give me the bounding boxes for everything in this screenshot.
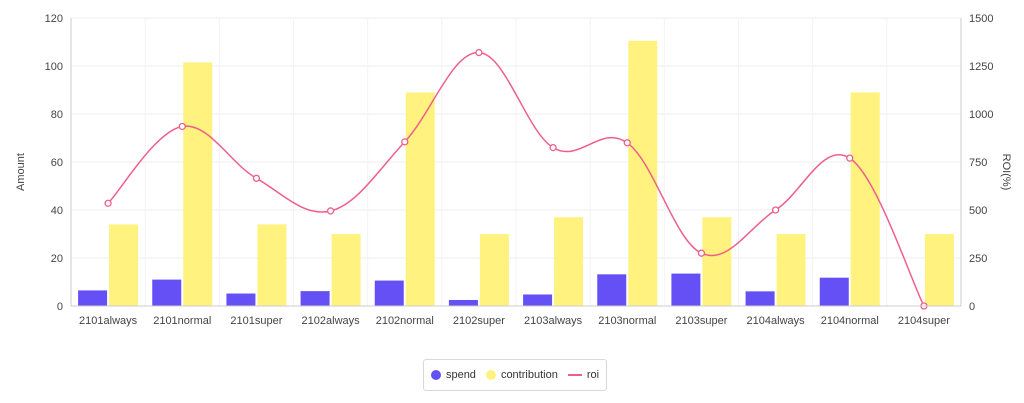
bar-spend-2101super[interactable] (226, 293, 256, 306)
bar-marks (78, 40, 954, 307)
y-tick-label: 60 (51, 157, 63, 169)
bar-spend-2103super[interactable] (671, 273, 701, 306)
y-tick-label: 0 (57, 301, 63, 313)
roi-point-2103super[interactable] (697, 249, 706, 257)
x-tick-label: 2103normal (598, 315, 656, 327)
bar-contribution-2103super[interactable] (702, 217, 732, 306)
bar-contribution-2102super[interactable] (479, 234, 509, 306)
y-tick-label: 80 (51, 109, 63, 121)
y2-tick-label: 250 (969, 253, 987, 265)
x-tick-label: 2104normal (821, 315, 879, 327)
bar-contribution-2102always[interactable] (331, 234, 361, 306)
bar-spend-2101normal[interactable] (152, 279, 182, 306)
legend-item-spend[interactable]: spend (430, 369, 476, 381)
x-tick-label: 2102super (453, 315, 505, 327)
axes: 0 20 40 60 80 100 120 0 250 500 750 1000 1250 1500 210… (45, 13, 994, 327)
roi-point-2104always[interactable] (771, 206, 780, 214)
x-tick-label: 2101super (230, 315, 282, 327)
bar-contribution-2101super[interactable] (257, 224, 287, 306)
bar-contribution-2101always[interactable] (109, 224, 139, 306)
bar-contribution-2103always[interactable] (554, 217, 584, 306)
legend-label-spend: spend (445, 369, 476, 381)
y2-tick-label: 1250 (969, 61, 993, 73)
x-tick-label: 2101normal (153, 315, 211, 327)
roi-point-2101super[interactable] (252, 174, 261, 182)
bar-spend-2102always[interactable] (300, 291, 330, 306)
bar-spend-2104normal[interactable] (819, 277, 849, 306)
bar-spend-2102super[interactable] (448, 300, 478, 306)
bar-contribution-2101normal[interactable] (183, 62, 213, 307)
y-tick-label: 120 (45, 13, 63, 25)
y2-axis-title: ROI(%) (1000, 154, 1012, 191)
x-tick-label: 2102always (302, 315, 361, 327)
roi-point-2101normal[interactable] (178, 122, 186, 131)
y-tick-label: 40 (51, 205, 63, 217)
bar-spend-2103normal[interactable] (597, 274, 627, 306)
grid-lines (70, 17, 962, 307)
bar-spend-2103always[interactable] (523, 294, 553, 306)
spend-swatch-icon (430, 370, 441, 380)
y-tick-label: 20 (51, 253, 63, 265)
roi-point-2101always[interactable] (104, 199, 112, 207)
x-tick-label: 2104always (747, 315, 806, 327)
legend: spend contribution roi (423, 359, 607, 391)
y2-tick-label: 1500 (969, 13, 993, 25)
roi-line-series (104, 48, 928, 310)
x-tick-label: 2102normal (376, 315, 434, 327)
roi-swatch-icon (567, 374, 582, 376)
roi-point-2103always[interactable] (549, 143, 557, 152)
x-tick-label: 2103super (675, 315, 727, 327)
x-tick-label: 2103always (524, 315, 583, 327)
legend-label-roi: roi (586, 369, 600, 381)
bar-contribution-2104always[interactable] (776, 234, 806, 306)
bar-contribution-2104normal[interactable] (850, 92, 880, 307)
y2-tick-label: 500 (969, 205, 987, 217)
x-tick-label: 2104super (898, 315, 950, 327)
legend-item-roi[interactable]: roi (567, 369, 600, 381)
roi-point-2103normal[interactable] (623, 139, 631, 147)
bar-contribution-2103normal[interactable] (628, 40, 658, 307)
legend-label-contribution: contribution (500, 369, 558, 381)
y2-tick-label: 0 (969, 301, 975, 313)
bar-spend-2102normal[interactable] (374, 280, 404, 306)
bar-spend-2104always[interactable] (745, 291, 775, 306)
roi-point-2102super[interactable] (475, 48, 483, 57)
bar-contribution-2104super[interactable] (924, 234, 954, 306)
y2-tick-label: 1000 (969, 109, 993, 121)
roi-point-2104normal[interactable] (846, 154, 854, 162)
contribution-swatch-icon (485, 370, 496, 380)
y2-tick-label: 750 (969, 157, 987, 169)
roi-point-2102normal[interactable] (401, 138, 409, 146)
y-axis-title: Amount (15, 153, 27, 191)
x-tick-label: 2101always (79, 315, 138, 327)
roi-point-2102always[interactable] (326, 207, 335, 215)
bar-spend-2101always[interactable] (78, 290, 108, 306)
y-tick-label: 100 (45, 61, 63, 73)
legend-item-contribution[interactable]: contribution (485, 369, 558, 381)
bar-contribution-2102normal[interactable] (405, 92, 435, 307)
